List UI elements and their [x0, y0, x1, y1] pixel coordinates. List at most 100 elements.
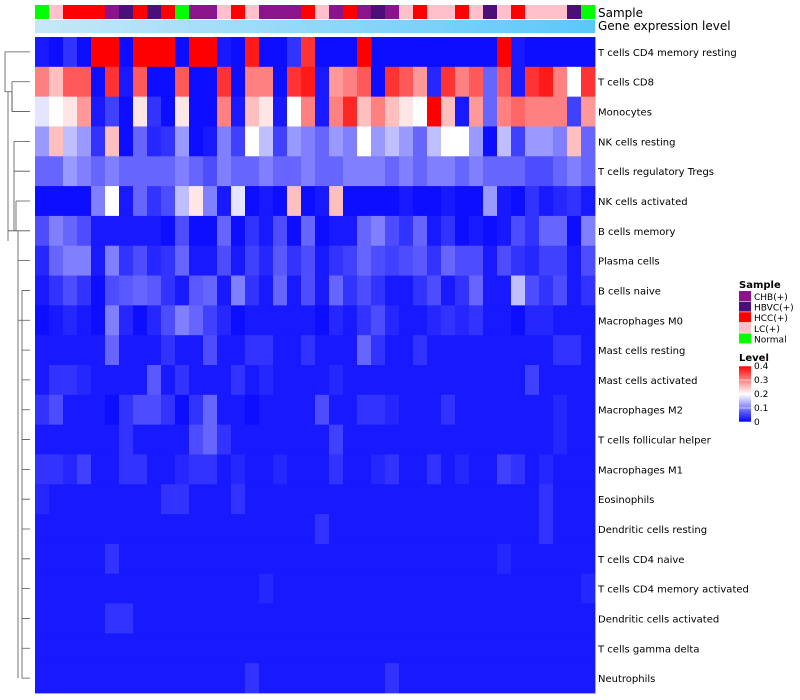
- heatmap-cell: [77, 454, 92, 485]
- heatmap-cell: [483, 663, 498, 694]
- heatmap-cell: [539, 66, 554, 98]
- heatmap-cell: [49, 365, 64, 396]
- heatmap-cell: [525, 633, 540, 664]
- heatmap-cell: [147, 633, 162, 664]
- heatmap-cell: [441, 394, 456, 426]
- heatmap-cell: [189, 66, 204, 98]
- heatmap-cell: [133, 484, 148, 515]
- heatmap-cell: [35, 573, 50, 604]
- heatmap-cell: [357, 424, 372, 455]
- heatmap-cell: [35, 484, 50, 515]
- sample-annotation-cell: [483, 5, 498, 19]
- heatmap-cell: [511, 186, 526, 217]
- heatmap-cell: [581, 663, 596, 694]
- heatmap-cell: [91, 215, 106, 247]
- heatmap-cell: [539, 394, 554, 426]
- heatmap-cell: [385, 215, 400, 247]
- heatmap-cell: [287, 126, 302, 157]
- heatmap-cell: [217, 663, 232, 694]
- heatmap-cell: [399, 663, 414, 694]
- heatmap-cell: [511, 484, 526, 515]
- heatmap-cell: [371, 454, 386, 485]
- heatmap-cell: [413, 424, 428, 455]
- heatmap-cell: [343, 365, 358, 396]
- heatmap-cell: [455, 335, 470, 366]
- sample-annotation-cell: [441, 5, 456, 19]
- heatmap-cell: [511, 514, 526, 545]
- heatmap-cell: [231, 126, 246, 157]
- heatmap-cell: [161, 66, 176, 98]
- heatmap-cell: [357, 365, 372, 396]
- heatmap-cell: [413, 394, 428, 426]
- heatmap-cell: [35, 633, 50, 664]
- heatmap-cell: [469, 156, 484, 187]
- heatmap-cell: [455, 633, 470, 664]
- dendrogram-branch: [8, 91, 13, 112]
- heatmap-cell: [175, 186, 190, 217]
- sample-annotation-cell: [399, 5, 414, 19]
- heatmap-cell: [441, 156, 456, 187]
- heatmap-cell: [315, 365, 330, 396]
- heatmap-cell: [567, 365, 582, 396]
- heatmap-cell: [217, 514, 232, 545]
- heatmap-cell: [525, 424, 540, 455]
- heatmap-cell: [525, 126, 540, 157]
- heatmap-cell: [539, 215, 554, 247]
- heatmap-cell: [77, 156, 92, 187]
- heatmap-cell: [175, 66, 190, 98]
- heatmap-cell: [385, 543, 400, 575]
- heatmap-cell: [413, 37, 428, 68]
- sample-annotation-cell: [49, 5, 64, 19]
- heatmap-cell: [35, 365, 50, 396]
- heatmap-cell: [63, 156, 78, 187]
- heatmap-cell: [539, 484, 554, 515]
- heatmap-cell: [287, 543, 302, 575]
- sample-annotation-cell: [35, 5, 50, 19]
- heatmap-cell: [273, 215, 288, 247]
- heatmap-cell: [91, 394, 106, 426]
- heatmap-cell: [581, 275, 596, 306]
- heatmap-cell: [105, 573, 120, 604]
- heatmap-cell: [245, 215, 260, 247]
- heatmap-cell: [231, 365, 246, 396]
- heatmap-cell: [147, 454, 162, 485]
- heatmap-cell: [567, 156, 582, 187]
- heatmap-cell: [497, 126, 512, 157]
- heatmap-cell: [385, 126, 400, 157]
- heatmap-cell: [357, 394, 372, 426]
- heatmap-cell: [203, 573, 218, 604]
- heatmap-cell: [119, 454, 134, 485]
- heatmap-cell: [301, 365, 316, 396]
- heatmap-cell: [133, 514, 148, 545]
- heatmap-cell: [273, 186, 288, 217]
- heatmap-cell: [399, 394, 414, 426]
- heatmap-cell: [161, 633, 176, 664]
- annotation-track-labels: Sample Gene expression level: [598, 6, 731, 33]
- heatmap-cell: [91, 66, 106, 98]
- heatmap-cell: [567, 275, 582, 306]
- heatmap-cell: [175, 573, 190, 604]
- heatmap-cell: [329, 37, 344, 68]
- heatmap-cell: [273, 484, 288, 515]
- heatmap-cell: [469, 126, 484, 157]
- heatmap-cell: [245, 335, 260, 366]
- heatmap-cell: [175, 454, 190, 485]
- heatmap-cell: [497, 603, 512, 634]
- heatmap-cell: [35, 394, 50, 426]
- heatmap-cell: [483, 573, 498, 604]
- heatmap-cell: [35, 215, 50, 247]
- heatmap-cell: [245, 633, 260, 664]
- heatmap-cell: [413, 305, 428, 336]
- heatmap-cell: [49, 156, 64, 187]
- heatmap-cell: [273, 454, 288, 485]
- heatmap-cell: [483, 484, 498, 515]
- heatmap-cell: [497, 573, 512, 604]
- heatmap-cell: [385, 633, 400, 664]
- heatmap-cell: [343, 424, 358, 455]
- heatmap-cell: [133, 245, 148, 276]
- heatmap-cell: [511, 365, 526, 396]
- heatmap-cell: [119, 633, 134, 664]
- heatmap-cell: [287, 245, 302, 276]
- heatmap-cell: [483, 603, 498, 634]
- row-label: Dendritic cells resting: [598, 525, 707, 536]
